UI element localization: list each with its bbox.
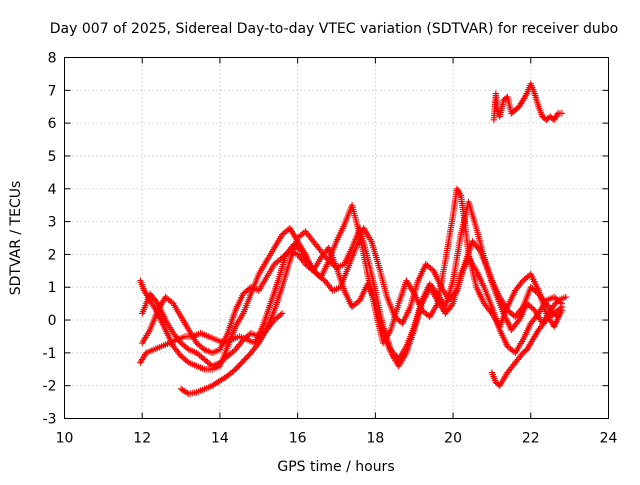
series-trace-d (139, 244, 566, 370)
series-trace-g (490, 80, 566, 124)
data-point (199, 345, 207, 352)
series-trace-f (488, 310, 562, 389)
data-point (277, 311, 284, 318)
x-tick-label: 10 (56, 431, 74, 447)
data-point (557, 299, 564, 306)
data-point (320, 276, 327, 283)
chart-title: Day 007 of 2025, Sidereal Day-to-day VTE… (50, 21, 618, 37)
y-tick-label: 4 (48, 182, 57, 198)
y-tick-label: 1 (48, 280, 57, 296)
data-point (278, 310, 286, 317)
data-point (184, 345, 191, 352)
x-axis-label: GPS time / hours (277, 459, 394, 475)
y-tick-label: 5 (48, 149, 57, 165)
y-tick-label: 2 (48, 247, 57, 263)
x-tick-label: 16 (289, 431, 307, 447)
data-point (184, 389, 191, 397)
grid-layer (64, 57, 609, 419)
y-tick-label: 6 (48, 116, 57, 132)
x-tick-label: 12 (133, 431, 151, 447)
y-tick-label: -2 (43, 379, 57, 395)
x-tick-label: 22 (522, 431, 540, 447)
y-tick-label: -1 (43, 346, 57, 362)
series-trace-c (139, 198, 566, 370)
x-tick-label: 18 (366, 431, 384, 447)
y-tick-label: 8 (48, 51, 57, 67)
data-point (554, 313, 562, 320)
data-point (558, 300, 566, 307)
data-layer (137, 80, 569, 398)
y-tick-label: 0 (48, 313, 57, 329)
x-tick-label: 24 (600, 431, 618, 447)
y-axis-label: SDTVAR / TECUs (8, 181, 24, 296)
x-tick-label: 20 (444, 431, 462, 447)
data-point (184, 358, 191, 365)
data-point (558, 110, 566, 117)
data-point (230, 347, 238, 355)
y-tick-label: 3 (48, 215, 57, 231)
data-point (533, 289, 541, 296)
data-point (557, 305, 564, 312)
y-tick-label: -3 (43, 412, 57, 428)
series-trace-e (177, 310, 286, 398)
data-point (562, 293, 569, 301)
data-point (553, 312, 560, 319)
plot-frame (64, 57, 609, 419)
x-tick-label: 14 (211, 431, 229, 447)
y-tick-label: 7 (48, 83, 57, 99)
